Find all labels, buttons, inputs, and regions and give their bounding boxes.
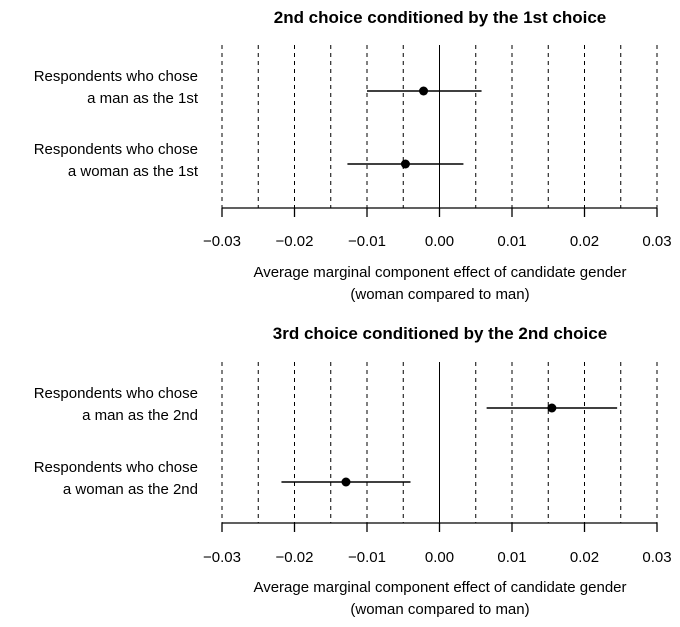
chart2-point-estimate-1 [341,477,351,487]
chart1-x-tick-label-4: 0.01 [497,233,526,250]
chart1-x-tick-label-3: 0.00 [425,233,454,250]
chart2-row-label-0-line1: Respondents who chose [34,385,198,402]
chart1-point-estimate-0 [419,86,429,96]
chart2-x-tick-label-2: −0.01 [348,549,386,566]
chart1-point-estimate-1 [400,159,410,169]
chart2-x-tick-label-0: −0.03 [203,549,241,566]
chart2-x-axis-label-1: (woman compared to man) [350,601,529,618]
chart1-row-label-1-line2: a woman as the 1st [68,163,199,180]
chart1-x-tick-label-0: −0.03 [203,233,241,250]
chart1-row-label-1-line1: Respondents who chose [34,141,198,158]
chart2-row-label-1-line2: a woman as the 2nd [63,481,198,498]
chart1-x-tick-label-2: −0.01 [348,233,386,250]
chart2-x-tick-label-4: 0.01 [497,549,526,566]
chart1-x-tick-label-6: 0.03 [642,233,671,250]
chart2-x-axis-label-0: Average marginal component effect of can… [253,579,626,596]
chart1-row-label-0-line1: Respondents who chose [34,68,198,85]
chart2-title: 3rd choice conditioned by the 2nd choice [273,324,607,343]
chart1-x-axis-label-1: (woman compared to man) [350,286,529,303]
chart2-x-tick-label-1: −0.02 [276,549,314,566]
chart2-x-tick-label-5: 0.02 [570,549,599,566]
chart1-x-axis-label-0: Average marginal component effect of can… [253,264,626,281]
chart2-x-tick-label-3: 0.00 [425,549,454,566]
chart1-x-tick-label-1: −0.02 [276,233,314,250]
chart2-row-label-1-line1: Respondents who chose [34,459,198,476]
chart1-row-label-0-line2: a man as the 1st [87,90,199,107]
chart2-x-tick-label-6: 0.03 [642,549,671,566]
chart2-point-estimate-0 [547,403,557,413]
chart1-x-tick-label-5: 0.02 [570,233,599,250]
chart2-row-label-0-line2: a man as the 2nd [82,407,198,424]
chart1-title: 2nd choice conditioned by the 1st choice [274,8,607,27]
